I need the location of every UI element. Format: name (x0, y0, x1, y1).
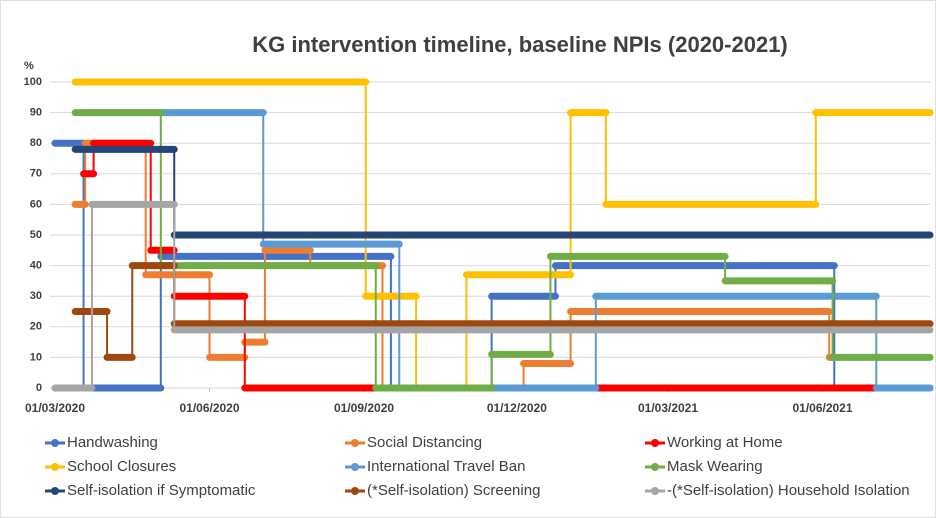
y-tick-label: 10 (30, 351, 42, 363)
y-axis-label: % (24, 60, 34, 72)
legend-label: -(*Self-isolation) Household Isolation (667, 482, 910, 499)
y-tick-label: 30 (30, 290, 42, 302)
x-tick-label: 01/09/2020 (334, 401, 394, 415)
legend-marker (351, 463, 359, 471)
legend-marker (651, 463, 659, 471)
legend-marker (651, 487, 659, 495)
y-tick-label: 40 (30, 260, 42, 272)
legend-marker (51, 487, 59, 495)
y-tick-label: 20 (30, 321, 42, 333)
x-tick-label: 01/06/2021 (792, 401, 852, 415)
legend-label: International Travel Ban (367, 458, 525, 475)
legend-label: Working at Home (667, 434, 783, 451)
y-tick-label: 80 (30, 137, 42, 149)
y-tick-label: 0 (36, 382, 42, 394)
legend-marker (651, 439, 659, 447)
y-tick-label: 70 (30, 168, 42, 180)
legend-marker (351, 487, 359, 495)
x-tick-label: 01/03/2021 (638, 401, 698, 415)
legend-label: Self-isolation if Symptomatic (67, 482, 256, 499)
x-tick-label: 01/03/2020 (25, 401, 85, 415)
legend-marker (51, 439, 59, 447)
legend-marker (351, 439, 359, 447)
y-tick-label: 50 (30, 229, 42, 241)
y-tick-label: 100 (24, 76, 42, 88)
x-tick-label: 01/12/2020 (487, 401, 547, 415)
chart-title: KG intervention timeline, baseline NPIs … (252, 32, 788, 57)
legend-label: School Closures (67, 458, 176, 475)
legend-label: (*Self-isolation) Screening (367, 482, 540, 499)
y-tick-label: 60 (30, 198, 42, 210)
legend-marker (51, 463, 59, 471)
legend-label: Handwashing (67, 434, 158, 451)
legend-label: Mask Wearing (667, 458, 763, 475)
x-tick-label: 01/06/2020 (179, 401, 239, 415)
y-tick-label: 90 (30, 107, 42, 119)
legend-label: Social Distancing (367, 434, 482, 451)
